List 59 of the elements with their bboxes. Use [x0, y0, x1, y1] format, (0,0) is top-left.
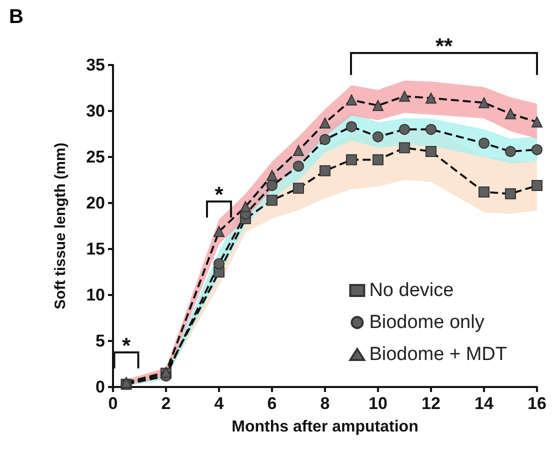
- y-tick-label: 5: [96, 332, 105, 350]
- y-tick-label: 10: [86, 286, 105, 304]
- legend-label: Biodome only: [369, 312, 485, 333]
- point: [266, 194, 278, 206]
- x-tick-label: 2: [161, 394, 171, 413]
- point: [240, 201, 251, 212]
- point: [372, 154, 384, 166]
- point: [372, 100, 384, 111]
- annotation: *: [214, 182, 224, 208]
- legend-label: Biodome + MDT: [369, 344, 508, 365]
- x-tick-label: 8: [320, 394, 330, 413]
- y-tick-label: 25: [86, 148, 105, 166]
- y-tick-label: 30: [86, 102, 105, 120]
- point: [320, 134, 330, 146]
- point: [266, 170, 278, 181]
- point: [399, 124, 410, 135]
- point: [346, 121, 357, 132]
- point: [320, 117, 330, 128]
- point: [478, 138, 490, 149]
- point: [399, 90, 410, 102]
- point: [505, 146, 516, 157]
- point: [214, 226, 224, 238]
- point: [293, 182, 304, 194]
- point: [505, 108, 516, 120]
- point: [426, 124, 436, 135]
- x-axis-title: Months after amputation: [232, 418, 418, 436]
- text: **: [435, 34, 453, 58]
- point: [399, 142, 410, 154]
- chart-title: B: [9, 6, 24, 28]
- y-axis-title: Soft tissue length (mm): [52, 142, 69, 310]
- x-tick-label: 0: [108, 394, 118, 413]
- legend-label: No device: [369, 280, 454, 301]
- point: [214, 258, 224, 270]
- x-tick-label: 4: [214, 394, 224, 413]
- x-tick-label: 6: [267, 394, 277, 413]
- x-tick-label: 16: [528, 394, 546, 413]
- x-tick-label: 14: [474, 394, 494, 413]
- point: [478, 97, 490, 108]
- point: [426, 92, 436, 104]
- point: [346, 154, 357, 166]
- point: [320, 165, 330, 176]
- point: [505, 188, 516, 200]
- point: [293, 145, 304, 156]
- annotation: *: [122, 332, 131, 358]
- y-tick-label: 0: [96, 378, 105, 396]
- point: [266, 180, 278, 192]
- y-tick-label: 20: [86, 194, 105, 212]
- point: [426, 146, 436, 157]
- x-tick-label: 12: [422, 394, 440, 413]
- point: [478, 186, 490, 198]
- point: [532, 144, 542, 156]
- point: [372, 131, 384, 142]
- x-tick-label: 10: [368, 394, 388, 413]
- point: [532, 180, 542, 192]
- y-tick-label: 15: [86, 240, 105, 258]
- point: [532, 116, 542, 128]
- point: [346, 94, 357, 106]
- y-tick-label: 35: [86, 56, 105, 74]
- point: [293, 160, 304, 172]
